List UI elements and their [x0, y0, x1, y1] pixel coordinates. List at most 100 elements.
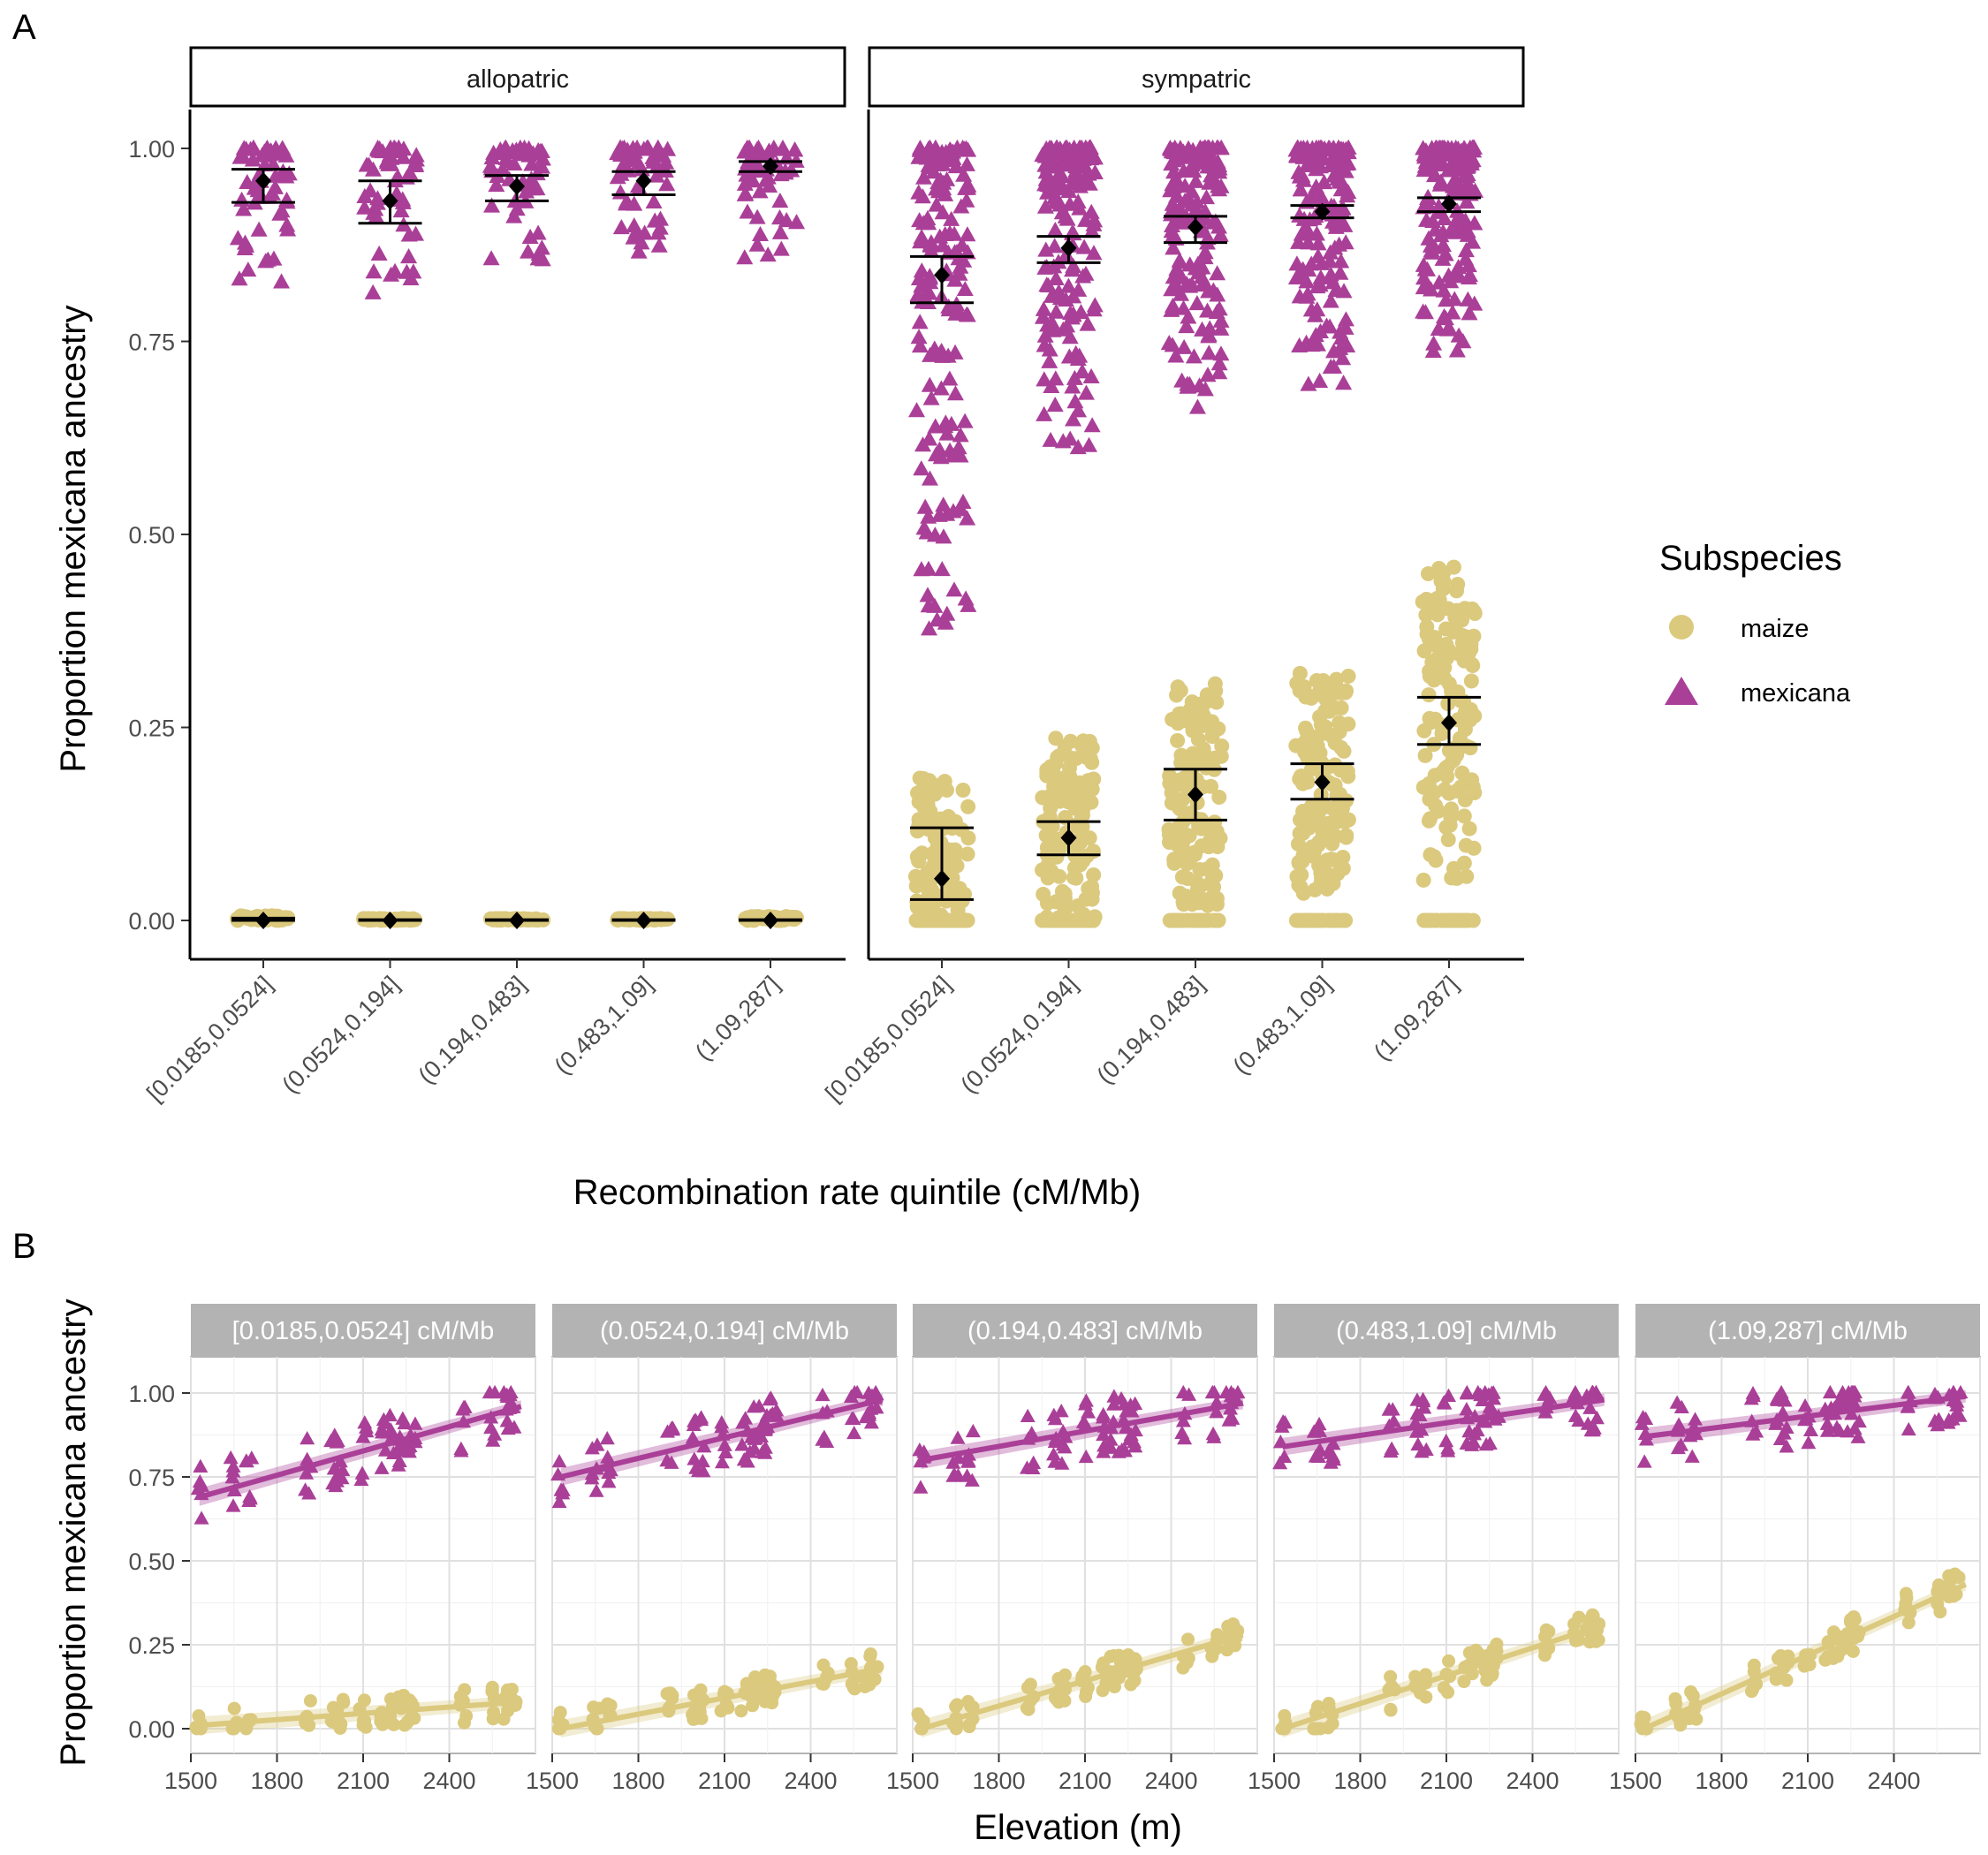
mexicana-point [1061, 195, 1079, 211]
maize-point [1430, 607, 1445, 623]
mexicana-point [267, 167, 285, 183]
mexicana-point [1200, 150, 1218, 166]
mexicana-point [1046, 238, 1064, 254]
mexicana-point [640, 140, 657, 155]
panel-b-x-tick-label: 2100 [1781, 1768, 1834, 1794]
maize-point [1073, 849, 1089, 865]
maize-point [1177, 755, 1193, 771]
mexicana-point [1225, 1411, 1241, 1425]
mean-point [1314, 773, 1331, 791]
mexicana-point [1046, 221, 1064, 238]
maize-point [1075, 733, 1091, 749]
mexicana-point [915, 169, 933, 185]
mexicana-point [1039, 316, 1057, 332]
mexicana-point [1277, 1449, 1293, 1464]
maize-point [505, 1682, 519, 1696]
mexicana-point [1448, 202, 1466, 218]
maize-point [1421, 776, 1437, 791]
mexicana-point [1069, 439, 1087, 455]
mexicana-point [1291, 288, 1309, 304]
mexicana-point [1332, 264, 1349, 280]
maize-point [1384, 1670, 1398, 1684]
maize-point [1190, 912, 1206, 928]
mexicana-point [1461, 305, 1478, 321]
panel-a-strip-label: allopatric [467, 65, 569, 94]
mexicana-point [1300, 261, 1317, 277]
mexicana-point [406, 155, 424, 170]
mexicana-point [1900, 1399, 1916, 1413]
maize-point [1036, 886, 1051, 902]
mexicana-point [225, 1464, 241, 1478]
maize-point [1198, 892, 1214, 908]
mexicana-point [912, 1442, 928, 1457]
panel-b-x-tick-label: 1500 [1248, 1768, 1301, 1794]
panel-a-x-tick-label: (1.09,287] [1369, 971, 1463, 1065]
mexicana-point [1037, 241, 1055, 257]
maize-point [1440, 1685, 1454, 1700]
maize-point [1294, 912, 1309, 928]
mexicana-point [1312, 1423, 1328, 1437]
maize-point [1083, 912, 1099, 928]
panel-b: Proportion mexicana ancestry Elevation (… [54, 1298, 1981, 1847]
mexicana-point [1165, 178, 1182, 194]
mexicana-point [913, 229, 930, 245]
mexicana-point [1469, 1422, 1485, 1437]
panel-b-x-tick-label: 1500 [1609, 1768, 1662, 1794]
mexicana-point [1082, 150, 1100, 166]
mexicana-point [1205, 1426, 1221, 1441]
mexicana-point [919, 587, 937, 602]
mexicana-point [365, 263, 383, 279]
mexicana-point [482, 250, 500, 266]
mexicana-point [502, 1387, 518, 1402]
mexicana-point [714, 1454, 730, 1469]
mexicana-point [1308, 161, 1325, 177]
maize-point [1332, 724, 1347, 740]
mexicana-point [357, 1415, 373, 1429]
mexicana-point [943, 415, 960, 431]
mexicana-point [1415, 256, 1432, 272]
mexicana-point [1459, 1402, 1475, 1416]
maize-point [1079, 1690, 1093, 1704]
mexicana-point [600, 1450, 616, 1464]
mexicana-point [1425, 335, 1443, 351]
mexicana-point [1801, 1435, 1817, 1450]
panel-b-strip [191, 1304, 535, 1357]
maize-point [1078, 891, 1094, 907]
maize-point [765, 1696, 779, 1710]
mexicana-point [658, 176, 676, 192]
mexicana-point [273, 273, 291, 289]
mexicana-point [1949, 1397, 1965, 1412]
mexicana-point [383, 266, 400, 282]
mexicana-point [1436, 307, 1453, 323]
mexicana-point [1060, 183, 1078, 199]
mexicana-point [1047, 303, 1065, 319]
mexicana-point [1464, 233, 1482, 249]
maize-point [1068, 751, 1084, 767]
mexicana-point [1181, 256, 1199, 272]
maize-point [337, 1695, 351, 1709]
maize-point [939, 853, 955, 869]
mexicana-point [1671, 1417, 1687, 1431]
mexicana-point [1042, 431, 1059, 447]
mexicana-point [488, 177, 505, 193]
maize-point [1311, 858, 1327, 874]
mexicana-point [717, 1444, 733, 1459]
mexicana-point [505, 208, 523, 223]
maize-point [1190, 882, 1206, 897]
panel-b-x-tick-label: 2100 [1420, 1768, 1473, 1794]
mexicana-point [1070, 402, 1088, 418]
mexicana-point [1436, 209, 1453, 225]
mexicana-point [1309, 235, 1327, 251]
panel-b-y-tick-label: 0.75 [128, 1465, 175, 1491]
mexicana-point [717, 1437, 732, 1451]
panel-a-x-tick-label: (0.483,1.09] [550, 971, 658, 1079]
mexicana-point [1054, 1456, 1070, 1470]
maize-point [1044, 839, 1060, 855]
mexicana-point [736, 1452, 752, 1466]
panel-b-x-tick-label: 2400 [784, 1768, 837, 1794]
maize-point [1420, 566, 1436, 582]
maize-point [1461, 821, 1477, 837]
maize-point [1317, 823, 1333, 839]
mexicana-point [1307, 326, 1324, 343]
mexicana-point [239, 173, 256, 190]
